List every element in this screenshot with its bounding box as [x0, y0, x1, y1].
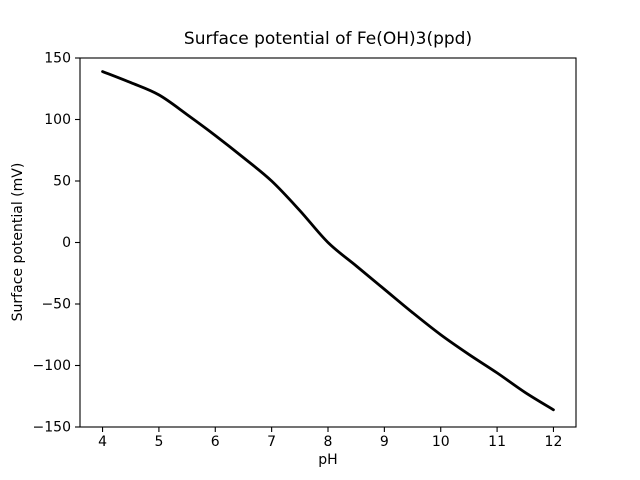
x-tick-label: 10 [432, 434, 450, 450]
y-tick-label: 50 [53, 174, 71, 190]
y-tick-label: 100 [44, 112, 71, 128]
y-tick-label: −150 [33, 420, 71, 436]
x-axis-label: pH [318, 452, 337, 468]
y-tick-label: 0 [62, 235, 71, 251]
data-curve [101, 70, 555, 412]
chart-title: Surface potential of Fe(OH)3(ppd) [184, 29, 472, 49]
y-tick-label: −100 [33, 358, 71, 374]
x-tick-label: 9 [380, 434, 389, 450]
x-tick-label: 7 [267, 434, 276, 450]
x-tick-label: 4 [98, 434, 107, 450]
y-axis-label: Surface potential (mV) [10, 163, 26, 322]
plot-border [79, 57, 577, 428]
y-axis-ticks: −150 −100 −50 0 50 100 150 [33, 51, 80, 436]
x-tick-label: 11 [488, 434, 506, 450]
x-tick-label: 12 [545, 434, 563, 450]
x-tick-label: 5 [154, 434, 163, 450]
x-axis-ticks: 4 5 6 7 8 9 10 11 12 [98, 427, 562, 450]
y-tick-label: 150 [44, 51, 71, 67]
x-tick-label: 6 [211, 434, 220, 450]
x-tick-label: 8 [324, 434, 333, 450]
y-tick-label: −50 [41, 297, 71, 313]
